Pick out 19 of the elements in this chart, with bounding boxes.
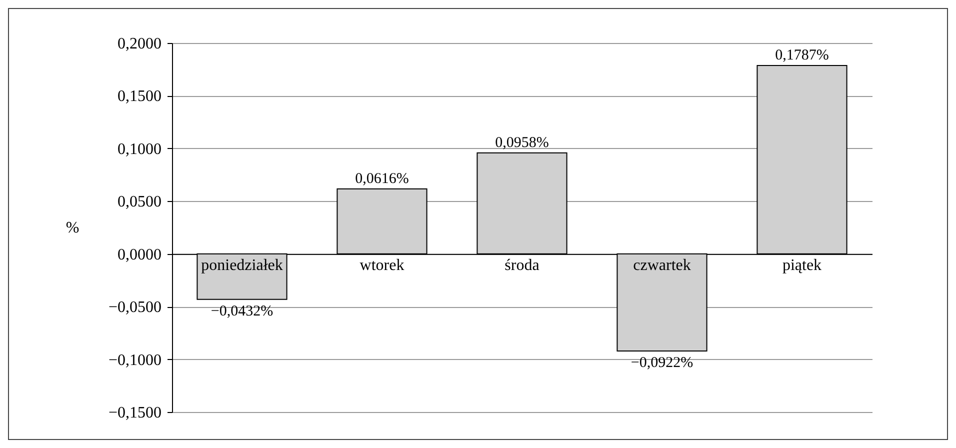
data-label: −0,0432% (210, 303, 274, 320)
y-tick-label: −0,1000 (108, 352, 162, 369)
data-label: −0,0922% (630, 355, 694, 372)
x-tick-label: piątek (782, 256, 822, 274)
y-tick-label: 0,0500 (118, 194, 162, 211)
y-tick-label: −0,0500 (108, 299, 162, 316)
y-tick-label: 0,1500 (118, 88, 162, 106)
x-tick-label: poniedziałek (201, 256, 283, 274)
data-label: 0,1787% (775, 47, 829, 64)
y-tick-label: 0,0000 (118, 246, 162, 264)
data-label: 0,0958% (495, 134, 549, 151)
data-label: 0,0616% (355, 170, 409, 187)
y-tick-label: 0,1000 (118, 140, 162, 158)
x-tick-label: środa (504, 256, 540, 274)
y-tick-label: −0,1500 (108, 404, 162, 422)
x-tick-label: wtorek (360, 256, 404, 274)
y-tick-label: 0,2000 (118, 36, 162, 52)
y-axis-title: % (66, 219, 80, 236)
x-tick-label: czwartek (633, 256, 691, 274)
